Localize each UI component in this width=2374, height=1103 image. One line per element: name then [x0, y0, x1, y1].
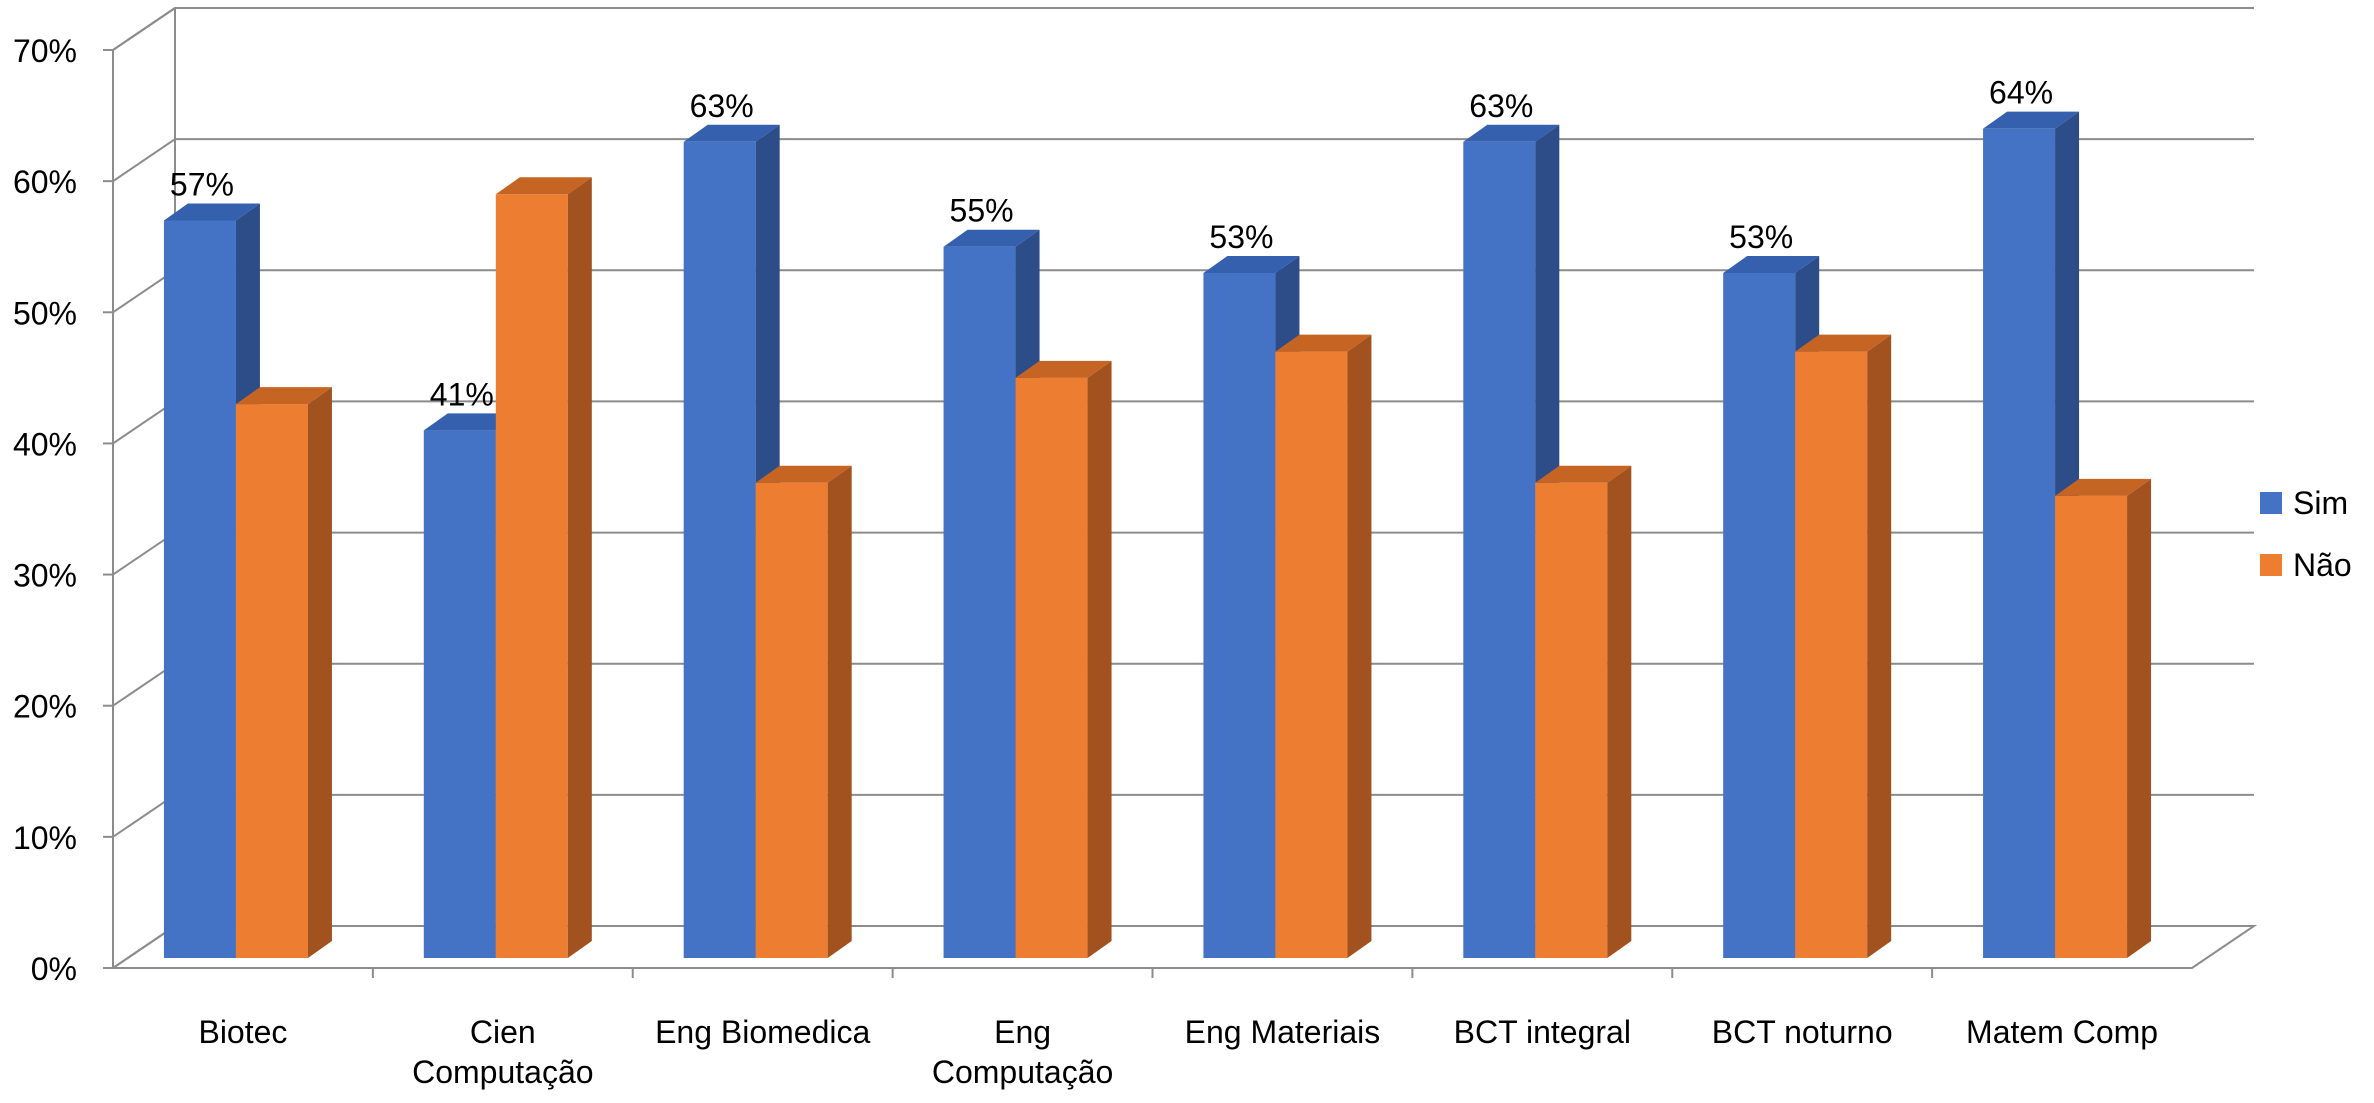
data-label: 53% [1729, 219, 1793, 255]
bar-front [495, 194, 568, 958]
bar-front [163, 220, 236, 958]
legend-swatch-sim [2260, 492, 2282, 514]
bar-não-3 [1015, 360, 1112, 958]
bar-top [683, 124, 780, 142]
bar-top [1535, 465, 1632, 483]
bar-front [1795, 351, 1868, 959]
bar-top [495, 177, 592, 195]
bar-top [1795, 334, 1892, 352]
bar-side [1867, 334, 1892, 959]
bar-não-4 [1275, 334, 1372, 959]
bar-não-6 [1795, 334, 1892, 959]
bar-front [1723, 272, 1796, 958]
bar-não-0 [235, 387, 332, 959]
gridline [112, 7, 2254, 51]
bar-top [1723, 255, 1820, 273]
x-tick-label: BCT integral [1454, 1014, 1631, 1050]
bar-front [943, 246, 1016, 958]
bar-front [235, 404, 308, 959]
x-tick-label: Computação [412, 1054, 593, 1090]
bar-top [163, 203, 260, 221]
x-tick-label: Computação [932, 1054, 1113, 1090]
bar-front [1535, 482, 1608, 958]
x-axis: Biotec Cien Computação Eng Biomedica Eng Comp… [198, 968, 2158, 1090]
bar-side [827, 465, 852, 958]
legend-swatch-não [2260, 554, 2282, 576]
gridline [112, 269, 2254, 314]
bar-front [1983, 128, 2056, 958]
bar-top [943, 229, 1040, 247]
bar-front [1463, 141, 1536, 959]
y-tick-label: 70% [13, 33, 77, 69]
legend: Sim Não [2260, 485, 2352, 583]
bar-side [1347, 334, 1372, 959]
bar-não-1 [495, 177, 592, 958]
bar-top [2055, 478, 2152, 496]
bar-side [567, 177, 592, 958]
y-tick-label: 10% [13, 820, 77, 856]
bar-front [1203, 272, 1276, 958]
bar-top [235, 387, 332, 405]
bar-side [2127, 478, 2152, 958]
bar-top [1983, 111, 2080, 129]
bar-top [1015, 360, 1112, 378]
x-tick-label: Eng [994, 1014, 1051, 1050]
y-tick-label: 60% [13, 164, 77, 200]
y-axis-ticks: 0% 10% 20% 30% 40% 50% 60% 70% [13, 33, 77, 987]
data-labels: 57% 41% 63% 55% 53% 63% 53% 64% [170, 75, 2053, 413]
legend-label: Não [2293, 547, 2352, 583]
y-tick-label: 20% [13, 689, 77, 725]
bars [163, 111, 2152, 959]
y-tick-label: 50% [13, 295, 77, 331]
x-tick-label: Eng Biomedica [655, 1014, 870, 1050]
x-tick-label: Cien [470, 1014, 536, 1050]
data-label: 63% [690, 88, 754, 124]
x-tick-label: Matem Comp [1966, 1014, 2158, 1050]
bar-side [1607, 465, 1632, 958]
bar-top [1463, 124, 1560, 142]
y-tick-label: 0% [31, 951, 77, 987]
bar-top [1275, 334, 1372, 352]
data-label: 53% [1209, 219, 1273, 255]
x-tick-label: Biotec [198, 1014, 287, 1050]
data-label: 64% [1989, 75, 2053, 111]
bar-top [1203, 255, 1300, 273]
bar-não-2 [755, 465, 852, 958]
bar-não-5 [1535, 465, 1632, 958]
bar-front [683, 141, 756, 959]
x-tick-label: BCT noturno [1712, 1014, 1893, 1050]
gridline [112, 138, 2254, 182]
bar-não-7 [2055, 478, 2152, 958]
bar-side [1087, 360, 1112, 958]
bar-front [423, 430, 496, 958]
bar-top [755, 465, 852, 483]
y-tick-label: 30% [13, 558, 77, 594]
legend-label: Sim [2293, 485, 2348, 521]
bar-front [1015, 377, 1088, 958]
bar-side [307, 387, 332, 959]
data-label: 63% [1469, 88, 1533, 124]
bar-front [755, 482, 828, 958]
x-tick-label: Eng Materiais [1185, 1014, 1381, 1050]
bar-front [1275, 351, 1348, 959]
bar-front [2055, 495, 2128, 958]
y-tick-label: 40% [13, 426, 77, 462]
data-label: 55% [950, 193, 1014, 229]
data-label: 57% [170, 166, 234, 202]
data-label: 41% [430, 376, 494, 412]
